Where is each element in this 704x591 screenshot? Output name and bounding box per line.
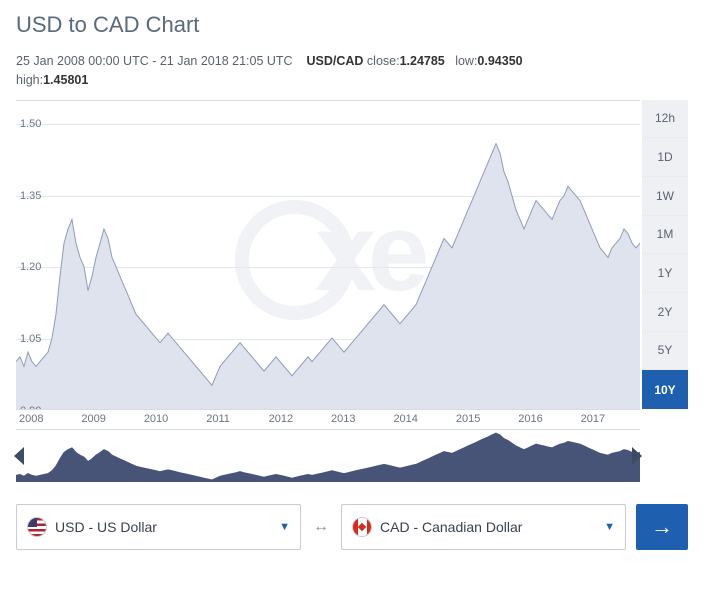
chart-meta: 25 Jan 2008 00:00 UTC - 21 Jan 2018 21:0… — [16, 52, 688, 90]
x-axis: 2008200920102011201220132014201520162017 — [16, 410, 640, 430]
range-12h[interactable]: 12h — [642, 100, 688, 139]
meta-low-value: 0.94350 — [477, 54, 522, 68]
meta-pair: USD/CAD — [306, 54, 363, 68]
x-tick-label: 2013 — [328, 413, 390, 425]
x-tick-label: 2011 — [203, 413, 265, 425]
main-chart[interactable]: xe 0.901.051.201.351.50 — [16, 100, 640, 410]
meta-close-value: 1.24785 — [400, 54, 445, 68]
go-button[interactable]: → — [636, 504, 688, 550]
x-tick-label: 2012 — [266, 413, 328, 425]
meta-to: 21 Jan 2018 21:05 UTC — [160, 54, 293, 68]
to-currency-label: CAD - Canadian Dollar — [380, 519, 604, 535]
chevron-down-icon: ▼ — [604, 521, 615, 533]
chevron-down-icon: ▼ — [279, 521, 290, 533]
range-5y[interactable]: 5Y — [642, 332, 688, 371]
page-title: USD to CAD Chart — [16, 12, 688, 38]
meta-high-value: 1.45801 — [43, 73, 88, 87]
range-1m[interactable]: 1M — [642, 216, 688, 255]
y-tick-label: 1.05 — [20, 333, 41, 345]
x-tick-label: 2016 — [515, 413, 577, 425]
meta-from: 25 Jan 2008 00:00 UTC — [16, 54, 149, 68]
y-tick-label: 1.35 — [20, 190, 41, 202]
x-tick-label: 2008 — [16, 413, 78, 425]
range-buttons: 12h1D1W1M1Y2Y5Y10Y — [642, 100, 688, 410]
range-1d[interactable]: 1D — [642, 138, 688, 177]
range-1y[interactable]: 1Y — [642, 254, 688, 293]
us-flag-icon — [27, 517, 47, 537]
to-currency-select[interactable]: CAD - Canadian Dollar ▼ — [341, 504, 626, 550]
ca-flag-icon — [352, 517, 372, 537]
mini-svg — [16, 430, 640, 482]
range-10y[interactable]: 10Y — [642, 370, 688, 409]
x-tick-label: 2017 — [578, 413, 640, 425]
chart-svg — [16, 101, 640, 409]
meta-high-label: high: — [16, 73, 43, 87]
from-currency-label: USD - US Dollar — [55, 519, 279, 535]
x-tick-label: 2014 — [390, 413, 452, 425]
range-2y[interactable]: 2Y — [642, 293, 688, 332]
y-tick-label: 1.50 — [20, 118, 41, 130]
swap-button[interactable]: ↔ — [311, 518, 331, 536]
from-currency-select[interactable]: USD - US Dollar ▼ — [16, 504, 301, 550]
y-tick-label: 0.90 — [20, 405, 41, 410]
meta-low-label: low: — [455, 54, 477, 68]
x-tick-label: 2010 — [141, 413, 203, 425]
x-tick-label: 2009 — [78, 413, 140, 425]
mini-handle-right[interactable] — [632, 447, 642, 465]
x-tick-label: 2015 — [453, 413, 515, 425]
mini-chart[interactable] — [16, 430, 640, 482]
y-tick-label: 1.20 — [20, 261, 41, 273]
mini-handle-left[interactable] — [14, 447, 24, 465]
meta-close-label: close: — [367, 54, 400, 68]
range-1w[interactable]: 1W — [642, 177, 688, 216]
